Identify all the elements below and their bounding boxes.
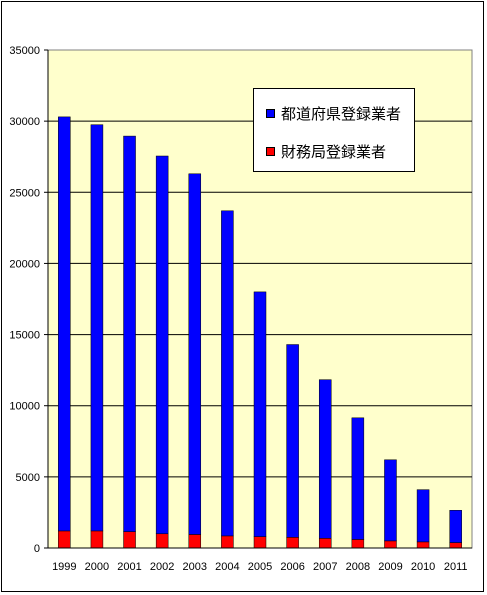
bar-finance-bureau-2009 — [384, 540, 397, 549]
bar-finance-bureau-2006 — [286, 537, 299, 549]
legend-item-prefectural: 都道府県登録業者 — [266, 103, 401, 124]
x-tick-label: 2003 — [183, 561, 207, 573]
bar-finance-bureau-2011 — [449, 542, 462, 549]
bar-prefectural-2009 — [384, 459, 397, 542]
legend-label-prefectural: 都道府県登録業者 — [281, 105, 402, 123]
y-tick-label: 25000 — [9, 187, 40, 199]
bar-finance-bureau-2007 — [318, 538, 332, 549]
x-tick-label: 2011 — [444, 561, 468, 573]
bar-prefectural-2005 — [253, 291, 267, 537]
bar-finance-bureau-2005 — [253, 536, 267, 549]
y-tick-label: 10000 — [9, 401, 40, 413]
bar-prefectural-1999 — [58, 116, 71, 532]
y-tick-label: 5000 — [16, 472, 40, 484]
y-tick-label: 30000 — [9, 116, 40, 128]
y-tick-label: 35000 — [9, 45, 40, 57]
x-tick-label: 2008 — [346, 561, 370, 573]
bar-prefectural-2010 — [416, 489, 430, 543]
legend-swatch-prefectural — [266, 109, 275, 118]
legend-swatch-finance-bureau — [266, 147, 275, 156]
x-tick-label: 1999 — [52, 561, 76, 573]
x-tick-label: 2005 — [248, 561, 272, 573]
x-tick-label: 2006 — [280, 561, 304, 573]
bar-prefectural-2003 — [188, 173, 202, 535]
legend: 都道府県登録業者 財務局登録業者 — [253, 88, 415, 172]
x-tick-label: 2000 — [85, 561, 109, 573]
y-tick-label: 15000 — [9, 330, 40, 342]
y-tick-label: 20000 — [9, 258, 40, 270]
bar-prefectural-2011 — [449, 510, 462, 543]
x-tick-label: 2001 — [117, 561, 141, 573]
bar-finance-bureau-2000 — [90, 530, 104, 549]
x-tick-label: 2007 — [313, 561, 337, 573]
legend-item-finance-bureau: 財務局登録業者 — [266, 141, 386, 162]
bar-prefectural-2004 — [221, 210, 234, 537]
x-tick-label: 2004 — [215, 561, 239, 573]
bar-finance-bureau-2008 — [351, 539, 365, 549]
y-tick-label: 0 — [34, 543, 40, 555]
x-tick-label: 2009 — [378, 561, 402, 573]
x-tick-label: 2002 — [150, 561, 174, 573]
bar-finance-bureau-2001 — [123, 531, 136, 549]
bar-finance-bureau-2010 — [416, 541, 430, 549]
legend-label-finance-bureau: 財務局登録業者 — [281, 143, 387, 161]
bar-prefectural-2002 — [155, 155, 169, 535]
bar-finance-bureau-2003 — [188, 534, 202, 549]
bar-prefectural-2001 — [123, 135, 136, 532]
bar-finance-bureau-2002 — [155, 533, 169, 549]
x-tick-label: 2010 — [411, 561, 435, 573]
bar-finance-bureau-1999 — [58, 530, 71, 549]
bar-prefectural-2006 — [286, 344, 299, 538]
bar-prefectural-2008 — [351, 417, 365, 540]
bar-prefectural-2000 — [90, 124, 104, 532]
bar-prefectural-2007 — [318, 379, 332, 539]
bar-finance-bureau-2004 — [221, 535, 234, 549]
